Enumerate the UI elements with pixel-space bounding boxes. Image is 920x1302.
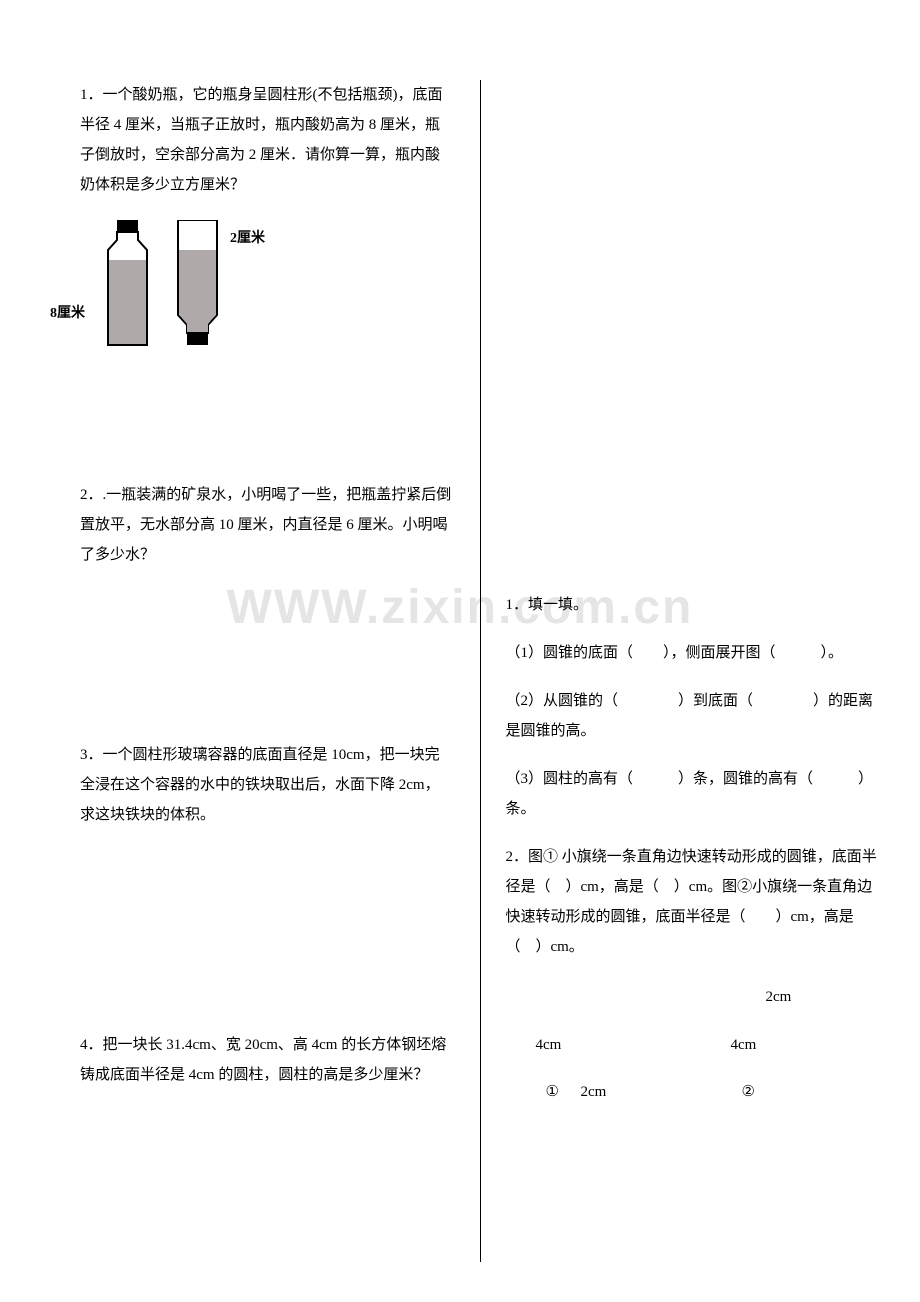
problem-4: 4．把一块长 31.4cm、宽 20cm、高 4cm 的长方体钢坯熔铸成底面半径… xyxy=(80,1030,455,1090)
right-heading: 1．填一填。 xyxy=(505,590,880,620)
problem-4-text: 4．把一块长 31.4cm、宽 20cm、高 4cm 的长方体钢坯熔铸成底面半径… xyxy=(80,1030,455,1090)
flag-label-2cm-bottom: 2cm xyxy=(580,1077,606,1107)
problem-2: 2．.一瓶装满的矿泉水，小明喝了一些，把瓶盖拧紧后倒置放平，无水部分高 10 厘… xyxy=(80,480,455,570)
flag-label-2cm-top: 2cm xyxy=(765,982,791,1012)
label-8cm: 8厘米 xyxy=(50,300,85,328)
page-container: 1．一个酸奶瓶，它的瓶身呈圆柱形(不包括瓶颈)，底面半径 4 厘米，当瓶子正放时… xyxy=(0,0,920,1302)
flag-diagram: 2cm 4cm 4cm ① 2cm ② xyxy=(505,982,880,1112)
problem-1: 1．一个酸奶瓶，它的瓶身呈圆柱形(不包括瓶颈)，底面半径 4 厘米，当瓶子正放时… xyxy=(80,80,455,360)
problem-2-text: 2．.一瓶装满的矿泉水，小明喝了一些，把瓶盖拧紧后倒置放平，无水部分高 10 厘… xyxy=(80,480,455,570)
problem-3: 3．一个圆柱形玻璃容器的底面直径是 10cm，把一块完全浸在这个容器的水中的铁块… xyxy=(80,740,455,830)
right-item-1: （1）圆锥的底面（ ），侧面展开图（ ）。 xyxy=(505,638,880,668)
problem-3-text: 3．一个圆柱形玻璃容器的底面直径是 10cm，把一块完全浸在这个容器的水中的铁块… xyxy=(80,740,455,830)
problem-1-text: 1．一个酸奶瓶，它的瓶身呈圆柱形(不包括瓶颈)，底面半径 4 厘米，当瓶子正放时… xyxy=(80,80,455,200)
right-problem-2-text: 2．图① 小旗绕一条直角边快速转动形成的圆锥，底面半径是（ ）cm，高是（ ）c… xyxy=(505,842,880,962)
left-column: 1．一个酸奶瓶，它的瓶身呈圆柱形(不包括瓶颈)，底面半径 4 厘米，当瓶子正放时… xyxy=(80,80,475,1262)
right-item-2: （2）从圆锥的（ ）到底面（ ）的距离是圆锥的高。 xyxy=(505,686,880,746)
flag-label-4cm-left: 4cm xyxy=(535,1030,561,1060)
label-2cm: 2厘米 xyxy=(230,225,265,253)
right-column: 1．填一填。 （1）圆锥的底面（ ），侧面展开图（ ）。 （2）从圆锥的（ ）到… xyxy=(485,80,880,1262)
flag-label-4cm-right: 4cm xyxy=(730,1030,756,1060)
bottle-diagram: 8厘米 2厘米 xyxy=(80,220,455,360)
right-problem-2: 2．图① 小旗绕一条直角边快速转动形成的圆锥，底面半径是（ ）cm，高是（ ）c… xyxy=(505,842,880,1112)
column-divider xyxy=(480,80,481,1262)
bottle-inverted-icon xyxy=(175,220,220,361)
flag-circle-2: ② xyxy=(741,1077,754,1107)
right-item-3: （3）圆柱的高有（ ）条，圆锥的高有（ ）条。 xyxy=(505,764,880,824)
flag-circle-1: ① xyxy=(545,1077,558,1107)
bottle-upright-icon xyxy=(105,220,150,361)
